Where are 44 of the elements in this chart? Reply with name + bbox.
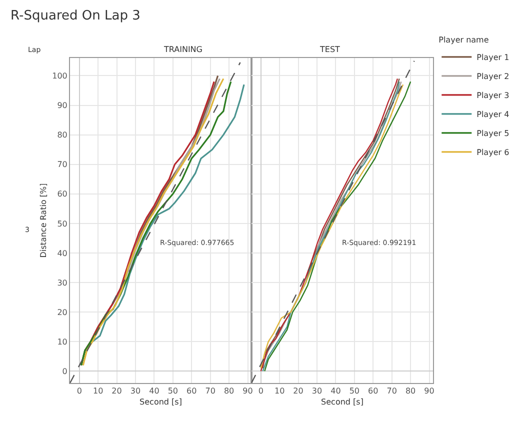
x-tick-label: 80 bbox=[224, 386, 234, 396]
y-tick-label: 80 bbox=[57, 130, 68, 140]
x-tick-label: 80 bbox=[405, 386, 416, 396]
y-tick-label: 40 bbox=[57, 248, 68, 258]
x-tick-label: 50 bbox=[349, 386, 360, 396]
y-tick-label: 100 bbox=[52, 72, 68, 81]
x-tick-label: 10 bbox=[274, 386, 285, 396]
x-tick-label: 60 bbox=[186, 386, 197, 396]
legend-label: Player 6 bbox=[476, 148, 510, 158]
x-axis-title: Second [s] bbox=[321, 398, 364, 407]
y-tick-label: 60 bbox=[57, 190, 68, 199]
x-tick-label: 20 bbox=[112, 386, 122, 396]
legend-label: Player 5 bbox=[476, 129, 510, 138]
y-tick-label: 10 bbox=[57, 337, 68, 346]
chart-subtitle: TEST bbox=[319, 45, 340, 54]
x-tick-label: 30 bbox=[130, 386, 141, 396]
x-tick-label: 0 bbox=[76, 386, 82, 396]
y-tick-label: 90 bbox=[57, 101, 68, 110]
y-tick-label: 70 bbox=[57, 160, 68, 170]
x-tick-label: 30 bbox=[312, 386, 322, 396]
x-tick-label: 20 bbox=[293, 386, 304, 396]
legend-label: Player 4 bbox=[476, 110, 510, 120]
y-axis-title: Distance Ratio [%] bbox=[38, 183, 48, 258]
chart-title: R-Squared On Lap 3 bbox=[10, 8, 140, 24]
x-tick-label: 40 bbox=[149, 386, 160, 396]
y-tick-label: 0 bbox=[62, 366, 68, 376]
x-tick-label: 90 bbox=[424, 386, 434, 396]
legend-title: Player name bbox=[438, 35, 489, 44]
chart-subtitle: TRAINING bbox=[163, 45, 202, 54]
y-tick-label: 20 bbox=[57, 308, 68, 317]
y-tick-label: 50 bbox=[57, 219, 68, 228]
x-axis-title: Second [s] bbox=[140, 398, 182, 407]
y-tick-label: 30 bbox=[57, 278, 68, 288]
legend-label: Player 3 bbox=[476, 91, 510, 100]
legend-label: Player 1 bbox=[476, 53, 510, 62]
x-tick-label: 60 bbox=[368, 386, 378, 396]
x-tick-label: 10 bbox=[92, 386, 104, 396]
x-tick-label: 50 bbox=[168, 386, 178, 396]
x-tick-label: 40 bbox=[330, 386, 341, 396]
x-tick-label: 0 bbox=[258, 386, 264, 396]
x-tick-label: 70 bbox=[386, 386, 397, 396]
x-tick-label: 70 bbox=[205, 386, 216, 396]
x-tick-label: 90 bbox=[242, 386, 253, 396]
legend-label: Player 2 bbox=[476, 72, 510, 82]
